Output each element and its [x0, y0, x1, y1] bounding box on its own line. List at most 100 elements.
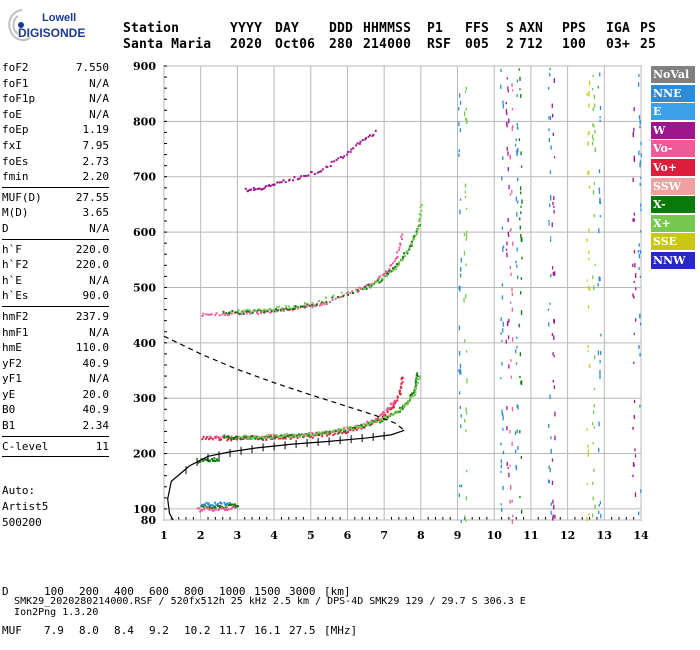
noise-mark — [599, 201, 602, 205]
y-tick-label: 200 — [133, 448, 156, 461]
trace-point — [341, 432, 344, 435]
noise-mark — [501, 176, 503, 181]
noise-mark — [464, 183, 467, 188]
trace-point — [231, 506, 234, 509]
trace-point — [228, 502, 231, 505]
trace-point — [307, 431, 310, 434]
trace-point — [267, 434, 270, 437]
noise-mark — [551, 458, 554, 462]
trace-point — [264, 436, 267, 439]
noise-mark — [459, 484, 461, 488]
trace-point — [302, 434, 305, 437]
trace-point — [384, 415, 387, 418]
trace-point — [212, 459, 215, 462]
noise-mark — [549, 203, 551, 207]
trace-point — [343, 155, 346, 158]
trace-point — [356, 142, 359, 145]
trace-point — [370, 419, 373, 422]
noise-mark — [515, 349, 517, 354]
noise-mark — [633, 157, 636, 163]
trace-point — [406, 250, 409, 253]
noise-mark — [598, 169, 601, 174]
trace-point — [270, 309, 273, 312]
trace-point — [410, 392, 413, 395]
trace-point — [233, 437, 236, 440]
noise-mark — [506, 112, 508, 116]
noise-mark — [508, 184, 510, 190]
muf-value: 16.1 — [254, 624, 281, 637]
trace-point — [207, 503, 210, 506]
trace-point — [391, 414, 394, 417]
noise-mark — [458, 121, 460, 127]
trace-point — [345, 292, 348, 295]
header-label-8: AXN — [519, 21, 544, 36]
param-row: h`E N/A — [2, 273, 109, 289]
noise-mark — [520, 277, 523, 280]
noise-mark — [500, 464, 503, 469]
trace-point — [386, 275, 389, 278]
param-row: h`F 220.0 — [2, 242, 109, 258]
trace-point — [222, 310, 225, 313]
trace-point — [386, 270, 389, 273]
trace-point — [249, 312, 252, 315]
trace-point — [282, 434, 285, 437]
trace-point — [372, 133, 375, 136]
trace-point — [305, 174, 308, 177]
trace-point — [402, 255, 405, 258]
noise-mark — [550, 510, 552, 515]
trace-point — [232, 436, 235, 439]
header-label-10: IGA — [606, 21, 631, 36]
lowell-digisonde-logo: Lowell DIGISONDE — [2, 4, 112, 48]
trace-point — [266, 309, 269, 312]
noise-mark — [500, 317, 502, 322]
trace-point — [381, 420, 384, 423]
trace-point — [297, 433, 300, 436]
trace-point — [390, 412, 393, 415]
trace-point — [326, 432, 329, 435]
trace-point — [283, 307, 286, 310]
trace-point — [349, 426, 352, 429]
noise-mark — [517, 147, 519, 153]
trace-point — [245, 310, 248, 313]
trace-point — [383, 416, 386, 419]
trace-point — [329, 300, 332, 303]
trace-point — [201, 509, 204, 512]
trace-point — [226, 502, 229, 505]
noise-mark — [507, 89, 509, 93]
noise-mark — [516, 264, 518, 268]
noise-mark — [639, 160, 642, 165]
trace-point — [281, 436, 284, 439]
trace-point — [415, 374, 418, 377]
noise-mark — [459, 198, 462, 201]
noise-mark — [519, 375, 521, 379]
trace-point — [235, 436, 238, 439]
noise-mark — [500, 68, 502, 73]
trace-point — [257, 438, 260, 441]
noise-mark — [553, 209, 555, 214]
param-row: yF1 N/A — [2, 371, 109, 387]
noise-mark — [586, 93, 588, 96]
trace-point — [199, 509, 202, 512]
trace-point — [308, 304, 311, 307]
trace-point — [198, 507, 201, 510]
noise-mark — [466, 207, 468, 210]
muf-value: 27.5 — [289, 624, 316, 637]
noise-mark — [460, 519, 462, 523]
noise-mark — [638, 253, 641, 259]
noise-mark — [510, 359, 512, 362]
x-tick-label: 13 — [597, 529, 612, 542]
param-name: foE — [2, 107, 22, 121]
x-tick-label: 11 — [523, 529, 538, 542]
trace-point — [409, 396, 412, 399]
noise-mark — [586, 517, 588, 522]
trace-point — [206, 459, 209, 462]
y-tick-label: 100 — [133, 503, 156, 516]
noise-mark — [502, 415, 504, 421]
x-tick-label: 8 — [417, 529, 425, 542]
noise-mark — [639, 352, 641, 357]
trace-point — [277, 437, 280, 440]
header-column-values: Santa Maria 2020 Oct06 280 214000 RSF 005 2 712 1… — [123, 37, 663, 53]
trace-point — [337, 296, 340, 299]
trace-point — [410, 243, 413, 246]
noise-mark — [599, 369, 601, 375]
